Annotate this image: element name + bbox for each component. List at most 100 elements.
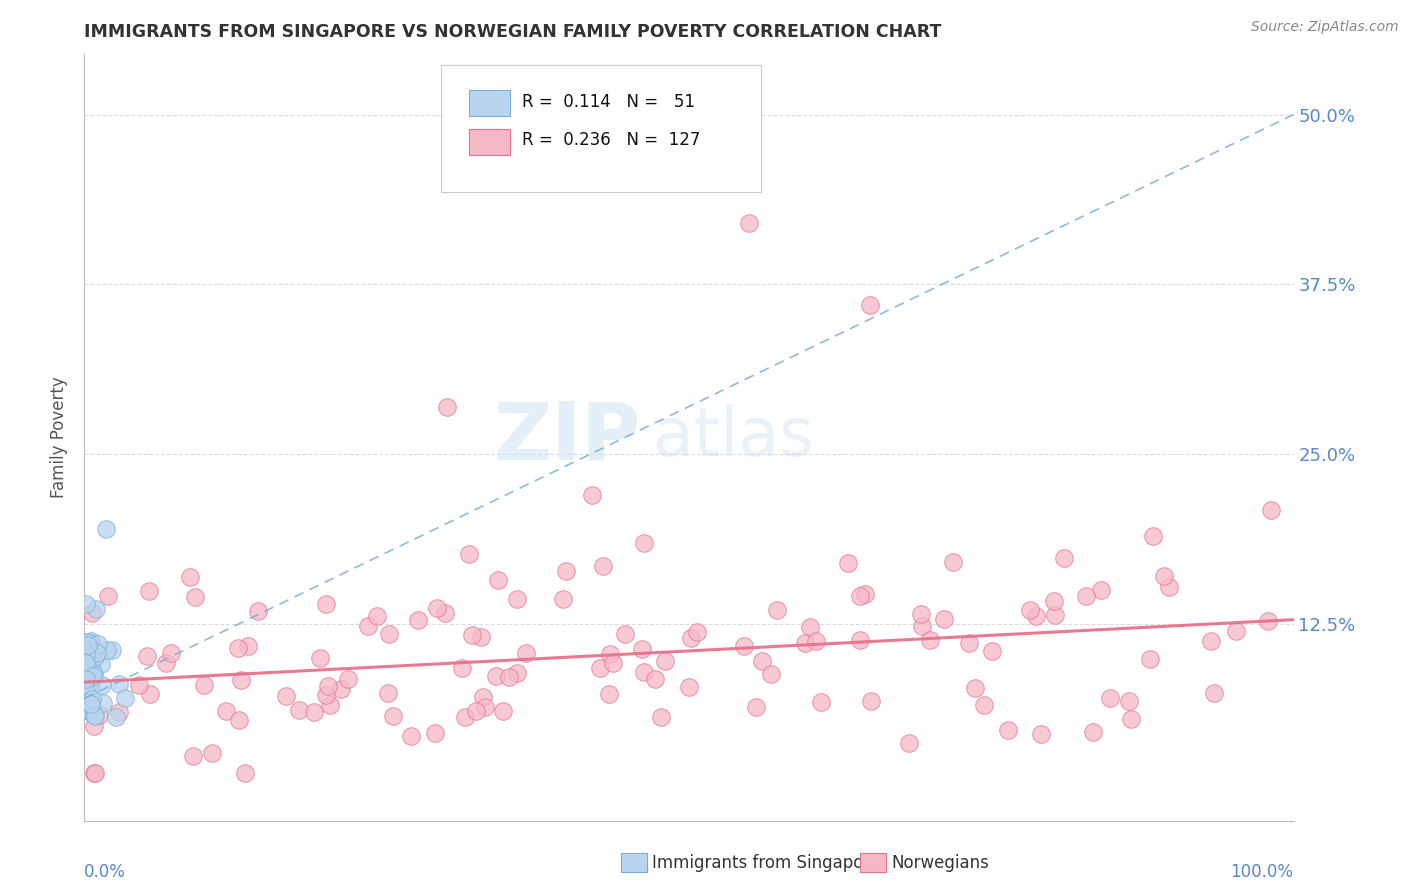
Point [963,681,986,696]
Point [82,668,104,682]
Point [108,676,131,690]
Point [75,681,97,695]
Point [75,597,97,611]
Point [1225,624,1247,639]
Point [84,766,107,780]
Point [505,592,527,607]
Point [77,638,100,652]
Point [602,657,624,671]
Point [76,659,98,673]
Point [193,678,215,692]
FancyBboxPatch shape [468,128,510,155]
Point [492,704,515,718]
Point [738,216,761,230]
Text: ZIP: ZIP [494,398,641,476]
Point [76,654,98,668]
Point [423,725,446,739]
Point [76,653,98,667]
Point [160,646,183,660]
Point [76,639,98,653]
Point [589,661,612,675]
Point [315,688,337,702]
Point [87,637,110,651]
Point [745,700,768,714]
Point [678,681,700,695]
Point [1118,694,1140,708]
Point [454,710,477,724]
Point [101,642,124,657]
Point [860,694,883,708]
Point [599,648,621,662]
Point [315,598,337,612]
Point [215,704,238,718]
Point [76,635,98,649]
Point [75,651,97,665]
Point [75,666,97,681]
Point [80,675,103,690]
Point [80,648,103,662]
Point [973,698,995,712]
Point [201,746,224,760]
Point [474,700,496,714]
Point [681,631,703,645]
Point [1098,690,1121,705]
Point [76,702,98,716]
Point [650,710,672,724]
Point [598,687,620,701]
Point [302,706,325,720]
Point [90,677,112,691]
Point [86,646,108,660]
Point [76,704,98,718]
Point [848,589,870,603]
Point [633,665,655,680]
Point [1159,580,1181,594]
Point [1153,569,1175,583]
Point [515,646,537,660]
Point [336,672,359,686]
Y-axis label: Family Poverty: Family Poverty [51,376,69,498]
Point [82,665,104,679]
Point [486,573,509,587]
Point [329,681,352,696]
Point [97,590,120,604]
Point [810,695,832,709]
Point [733,640,755,654]
Point [316,679,339,693]
Point [436,400,458,414]
Point [76,695,98,709]
Text: atlas: atlas [652,404,814,470]
Point [551,592,574,607]
Point [920,633,942,648]
Point [1052,551,1074,566]
Point [399,729,422,743]
Point [942,555,965,569]
Point [179,570,201,584]
Point [77,695,100,709]
Text: 100.0%: 100.0% [1230,863,1294,880]
Point [84,709,107,723]
Point [128,678,150,692]
Point [1119,712,1142,726]
Point [79,681,101,696]
Point [229,673,252,687]
Point [75,638,97,652]
Point [247,604,270,618]
Point [685,625,707,640]
Point [238,639,260,653]
Point [554,564,576,578]
Point [1142,529,1164,543]
Point [458,547,481,561]
Point [83,718,105,732]
FancyBboxPatch shape [441,65,762,192]
Point [934,612,956,626]
Point [751,654,773,668]
Point [804,634,827,648]
Point [382,709,405,723]
Text: Norwegians: Norwegians [891,854,990,871]
Point [654,654,676,668]
Point [319,698,342,713]
Point [94,522,117,536]
Point [633,536,655,550]
Point [1029,727,1052,741]
Point [433,606,456,620]
